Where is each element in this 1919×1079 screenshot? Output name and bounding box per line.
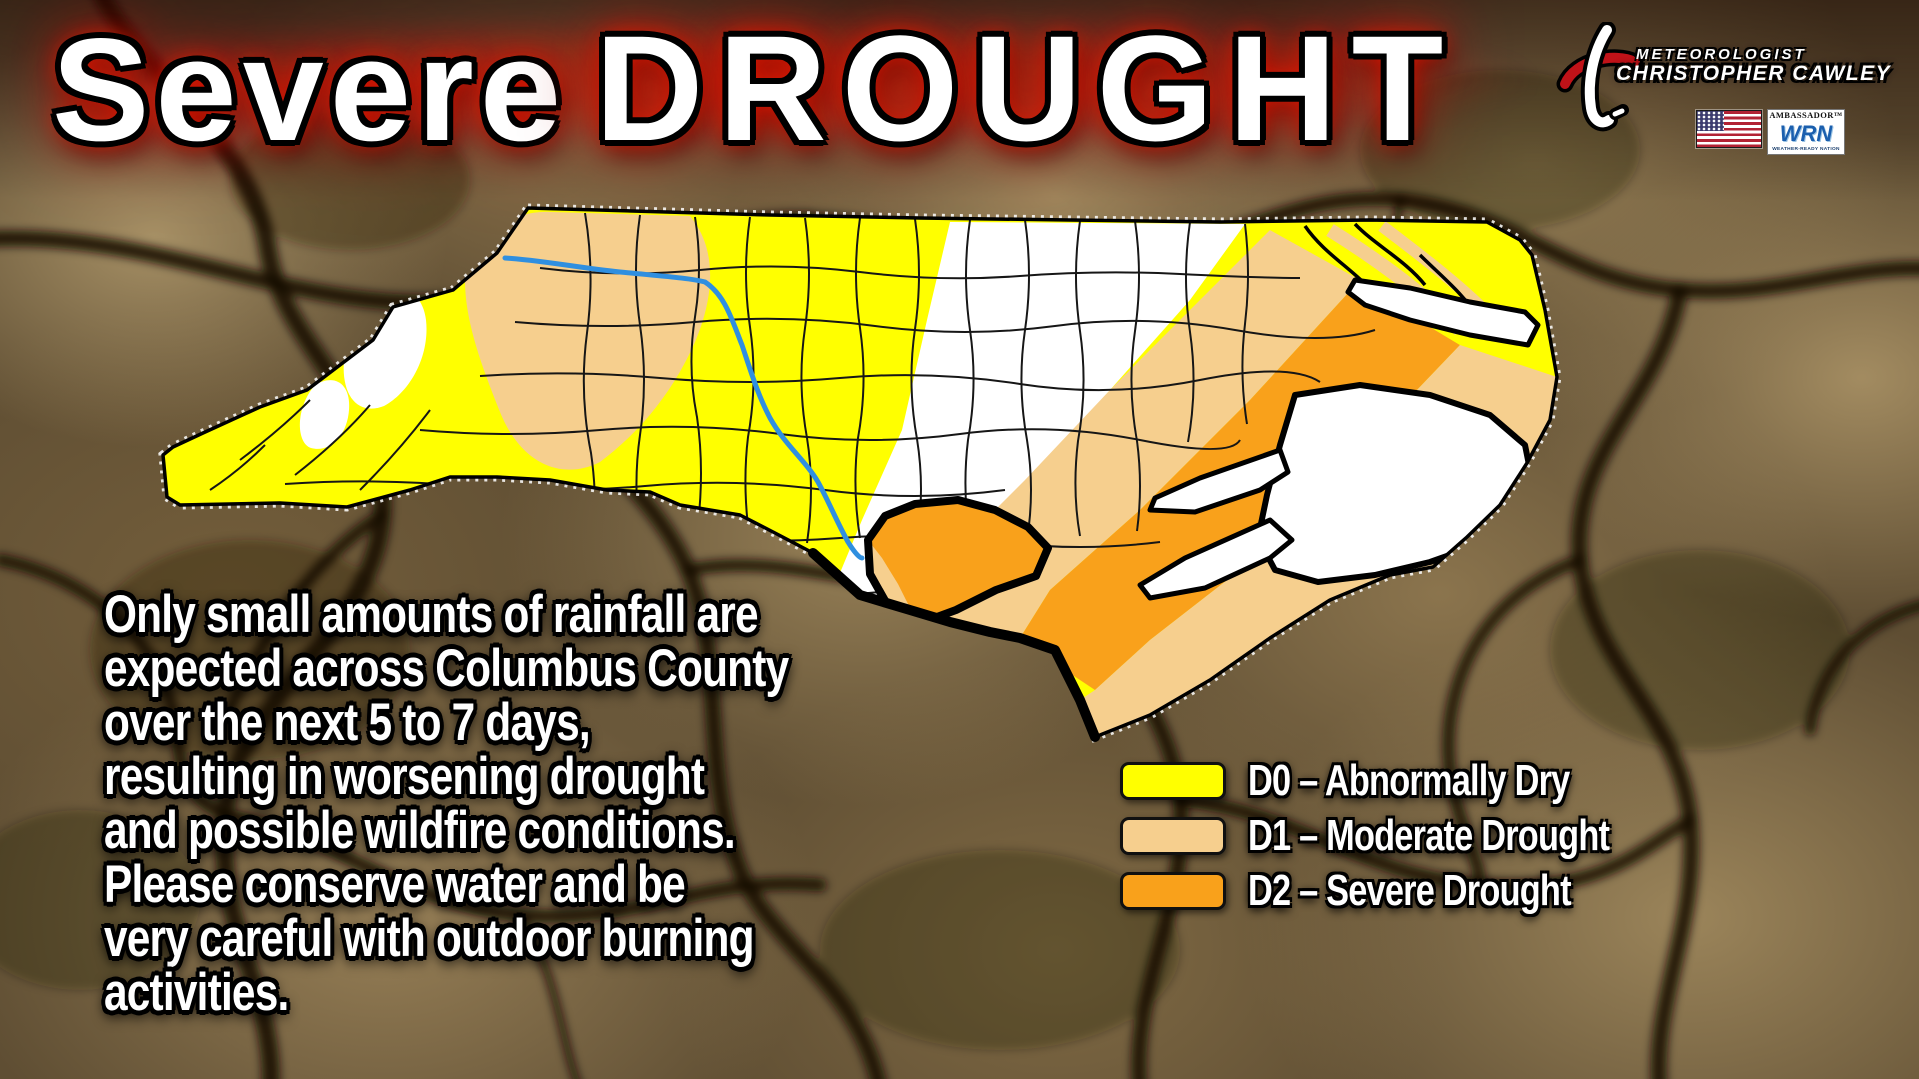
wrn-ambassador-text: AMBASSADOR™	[1769, 110, 1843, 120]
headline: Severe DROUGHT	[52, 2, 1458, 175]
advisory-message: Only small amounts of rainfall are expec…	[104, 585, 789, 1022]
logo-name-text: CHRISTOPHER CAWLEY	[1616, 62, 1892, 85]
meteorologist-logo: METEOROLOGIST CHRISTOPHER CAWLEY AMBASSA…	[1540, 20, 1912, 155]
message-line: Only small amounts of rainfall are	[104, 585, 759, 644]
us-flag-icon	[1697, 111, 1761, 147]
message-line: expected across Columbus County	[104, 639, 789, 698]
message-line: and possible wildfire conditions.	[104, 801, 736, 860]
message-line: activities.	[104, 963, 289, 1022]
headline-word-severe: Severe	[52, 8, 567, 171]
legend-label-d2: D2 – Severe Drought	[1248, 866, 1572, 915]
headline-word-drought: DROUGHT	[595, 4, 1459, 172]
legend-label-d1: D1 – Moderate Drought	[1248, 811, 1610, 860]
us-flag-canton	[1697, 111, 1724, 131]
wrn-tagline-text: WEATHER-READY NATION	[1772, 147, 1840, 153]
message-line: Please conserve water and be	[104, 855, 686, 914]
wrn-acronym-text: WRN	[1779, 120, 1833, 146]
logo-profession-text: METEOROLOGIST	[1636, 46, 1807, 63]
yadkin-river	[502, 255, 865, 561]
message-line: resulting in worsening drought	[104, 747, 705, 806]
message-line: over the next 5 to 7 days,	[104, 693, 591, 752]
south-border-thick	[808, 548, 1100, 742]
message-line: very careful with outdoor burning	[104, 909, 754, 968]
cawley-c-logo-icon	[1556, 22, 1644, 132]
title-red-glow	[30, 18, 1540, 143]
columbus-county	[864, 496, 1052, 628]
drought-legend: D0 – Abnormally Dry D1 – Moderate Drough…	[1120, 756, 1711, 927]
legend-row-d1: D1 – Moderate Drought	[1120, 811, 1711, 860]
legend-row-d2: D2 – Severe Drought	[1120, 866, 1711, 915]
legend-row-d0: D0 – Abnormally Dry	[1120, 756, 1711, 805]
nc-drought-map	[158, 203, 1562, 743]
legend-label-d0: D0 – Abnormally Dry	[1248, 756, 1570, 805]
legend-swatch-d1	[1120, 817, 1226, 855]
wrn-ambassador-badge: AMBASSADOR™ WRN WEATHER-READY NATION	[1767, 109, 1845, 155]
legend-swatch-d0	[1120, 762, 1226, 800]
coastal-waters	[1137, 277, 1541, 601]
legend-swatch-d2	[1120, 872, 1226, 910]
